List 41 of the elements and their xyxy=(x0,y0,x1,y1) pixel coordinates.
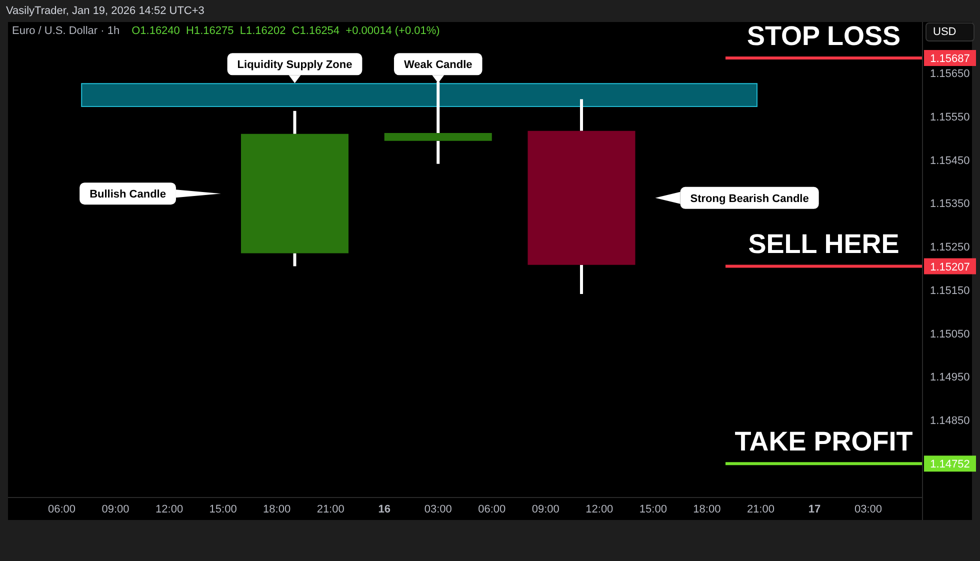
ref-line-label: TAKE PROFIT xyxy=(734,426,914,457)
candlestick xyxy=(528,99,636,294)
x-tick-label: 15:00 xyxy=(209,504,237,516)
x-tick-label: 09:00 xyxy=(532,504,560,516)
x-tick-label: 03:00 xyxy=(854,504,882,516)
text: 1.15207 xyxy=(930,261,970,274)
annotation: Liquidity Supply Zone xyxy=(237,59,352,72)
x-tick-label: 09:00 xyxy=(102,504,130,516)
y-axis-title: USD xyxy=(933,26,956,38)
x-tick-label: 18:00 xyxy=(263,504,291,516)
x-tick-label: 21:00 xyxy=(746,504,774,516)
x-tick-label: 12:00 xyxy=(156,504,184,516)
y-tick-label: 1.15550 xyxy=(930,111,970,124)
annotation: Weak Candle xyxy=(404,59,472,72)
x-tick-label: 03:00 xyxy=(424,504,452,516)
annotation: Bullish Candle xyxy=(90,188,166,201)
ref-line-label: STOP LOSS xyxy=(746,21,901,52)
x-tick-label: 17 xyxy=(808,504,821,516)
y-tick-label: 1.15450 xyxy=(930,154,970,167)
x-tick-label: 15:00 xyxy=(639,504,667,516)
x-tick-label: 21:00 xyxy=(316,504,344,516)
text: 1.14752 xyxy=(930,458,970,471)
ref-line-label: SELL HERE xyxy=(748,229,900,260)
chart-title: Euro / U.S. Dollar · 1h xyxy=(12,25,120,38)
x-tick-label: 18:00 xyxy=(693,504,721,516)
y-tick-label: 1.14850 xyxy=(930,415,970,428)
y-tick-label: 1.15350 xyxy=(930,198,970,210)
x-tick-label: 06:00 xyxy=(48,504,76,516)
candlestick xyxy=(240,110,349,266)
x-tick-label: 06:00 xyxy=(478,504,506,516)
x-tick-label: 12:00 xyxy=(586,504,614,516)
annotation: Strong Bearish Candle xyxy=(690,192,809,205)
y-tick-label: 1.15250 xyxy=(930,242,970,254)
text: 1.15687 xyxy=(930,53,970,66)
chart-subtitle: O1.16240 H1.16275 L1.16202 C1.16254 +0.00014 (+0.01%) xyxy=(132,25,440,38)
y-tick-label: 1.15650 xyxy=(930,68,970,80)
y-tick-label: 1.15050 xyxy=(930,328,970,340)
y-tick-label: 1.15150 xyxy=(930,284,970,297)
y-tick-label: 1.14950 xyxy=(930,372,970,384)
x-tick-label: 16 xyxy=(378,504,390,516)
text: VasilyTrader, Jan 19, 2026 14:52 UTC+3 xyxy=(6,5,204,18)
